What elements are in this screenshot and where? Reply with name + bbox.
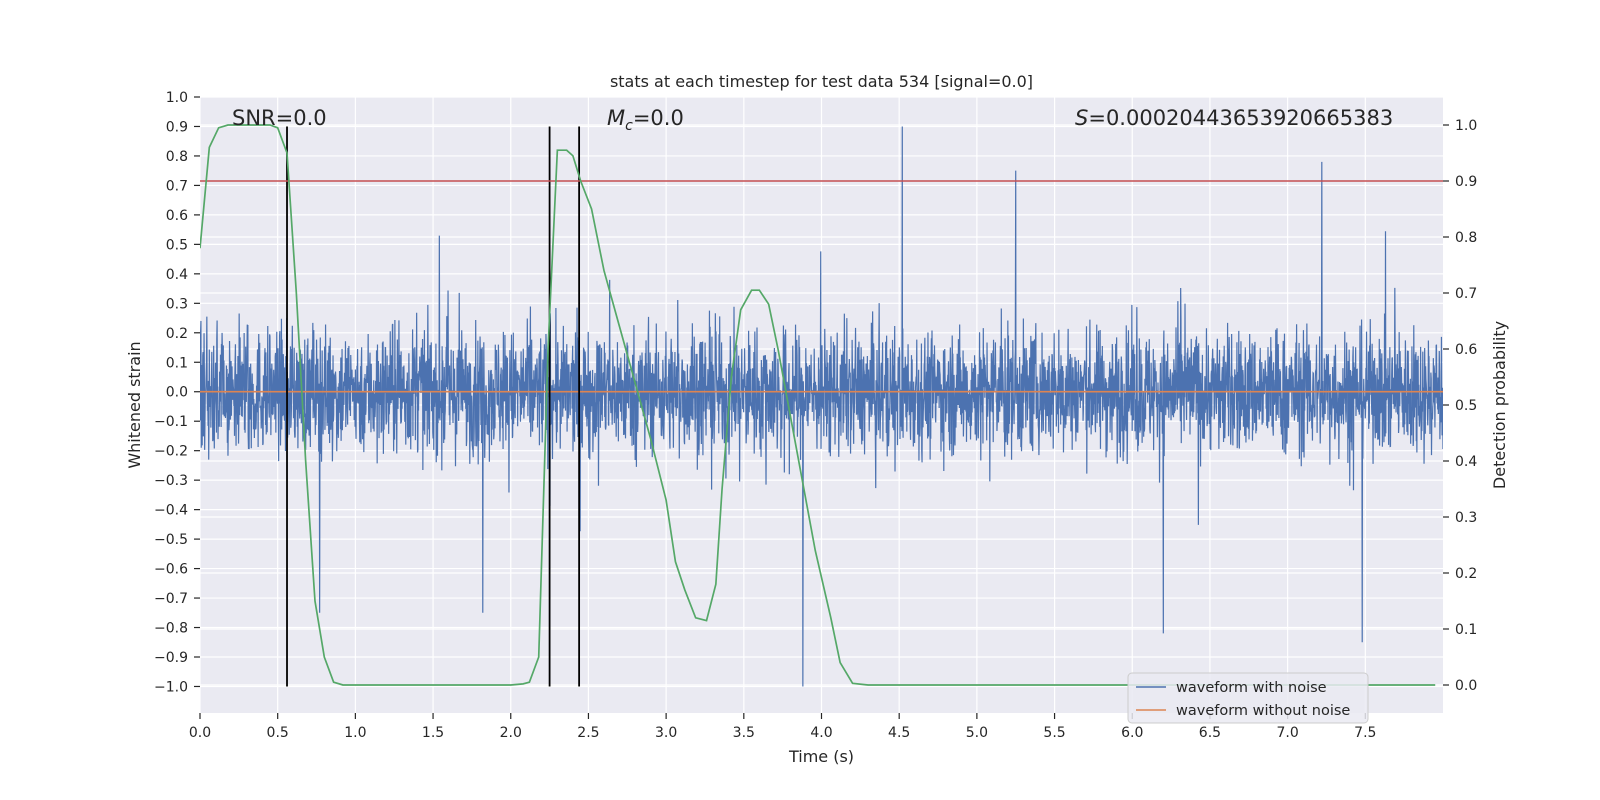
y-left-tick-label-19: −0.9 — [154, 650, 188, 666]
x-tick-label-4: 2.0 — [500, 725, 522, 741]
y-right-tick-label-0: 1.0 — [1455, 118, 1477, 134]
y-left-tick-label-12: −0.2 — [154, 444, 188, 460]
y-right-tick-label-5: 0.5 — [1455, 398, 1477, 414]
x-tick-label-11: 5.5 — [1043, 725, 1065, 741]
x-tick-label-14: 7.0 — [1276, 725, 1298, 741]
y-left-tick-label-5: 0.5 — [166, 237, 188, 253]
annotation-snr: SNR=0.0 — [232, 106, 327, 130]
x-tick-label-2: 1.0 — [344, 725, 366, 741]
legend-label-waveform-with-noise: waveform with noise — [1176, 680, 1327, 696]
y-right-tick-label-7: 0.3 — [1455, 510, 1477, 526]
y-left-tick-label-15: −0.5 — [154, 532, 188, 548]
x-tick-label-6: 3.0 — [655, 725, 677, 741]
vertical-markers — [286, 126, 581, 687]
x-tick-label-13: 6.5 — [1199, 725, 1221, 741]
y-left-tick-label-2: 0.8 — [166, 149, 188, 165]
y-left-axis-label: Whitened strain — [125, 341, 144, 468]
y-left-tick-label-9: 0.1 — [166, 355, 188, 371]
y-left-tick-label-16: −0.6 — [154, 562, 188, 578]
plot-content — [200, 124, 1443, 687]
y-left-tick-label-3: 0.7 — [166, 178, 188, 194]
x-tick-label-3: 1.5 — [422, 725, 444, 741]
annotation-s: S=0.00020443653920665383 — [1075, 106, 1393, 130]
y-right-tick-label-6: 0.4 — [1455, 454, 1477, 470]
legend-label-waveform-without-noise: waveform without noise — [1176, 703, 1350, 719]
x-tick-label-7: 3.5 — [733, 725, 755, 741]
y-left-tick-label-4: 0.6 — [166, 208, 188, 224]
y-left-axis-ticks: 1.0 0.9 0.8 0.7 0.6 0.5 0.4 0.3 0.2 0.1 0.0 −0.1 −0.… — [154, 90, 200, 695]
y-left-tick-label-18: −0.8 — [154, 621, 188, 637]
y-left-tick-label-14: −0.4 — [154, 503, 188, 519]
x-tick-label-9: 4.5 — [888, 725, 910, 741]
y-left-tick-label-8: 0.2 — [166, 326, 188, 342]
y-left-tick-label-10: 0.0 — [166, 385, 188, 401]
annotation-s-value: =0.00020443653920665383 — [1088, 106, 1393, 130]
x-tick-label-1: 0.5 — [267, 725, 289, 741]
x-axis-label: Time (s) — [788, 747, 854, 766]
annotation-s-symbol: S — [1075, 106, 1088, 130]
y-left-tick-label-0: 1.0 — [166, 90, 188, 106]
y-right-tick-label-3: 0.7 — [1455, 286, 1477, 302]
y-left-tick-label-7: 0.3 — [166, 296, 188, 312]
y-left-tick-label-17: −0.7 — [154, 591, 188, 607]
annotation-chirp-mass: Mc=0.0 — [607, 106, 684, 134]
series-waveform-with-noise — [200, 126, 1443, 687]
y-left-tick-label-13: −0.3 — [154, 473, 188, 489]
x-tick-label-12: 6.0 — [1121, 725, 1143, 741]
series-detection-probability — [200, 124, 1436, 686]
legend-box — [1127, 672, 1369, 724]
y-left-tick-label-6: 0.4 — [166, 267, 188, 283]
x-tick-label-5: 2.5 — [577, 725, 599, 741]
x-tick-label-0: 0.0 — [189, 725, 211, 741]
y-left-tick-label-11: −0.1 — [154, 414, 188, 430]
annotation-mc-symbol: M — [607, 106, 625, 130]
x-tick-label-15: 7.5 — [1354, 725, 1376, 741]
y-right-tick-label-2: 0.8 — [1455, 230, 1477, 246]
annotation-mc-value: =0.0 — [633, 106, 684, 130]
annotation-mc-subscript: c — [625, 118, 633, 134]
x-tick-label-10: 5.0 — [966, 725, 988, 741]
y-left-tick-label-20: −1.0 — [154, 679, 188, 695]
y-right-axis-label: Detection probability — [1490, 321, 1509, 489]
x-tick-label-8: 4.0 — [810, 725, 832, 741]
y-right-axis-ticks: 1.0 0.9 0.8 0.7 0.6 0.5 0.4 0.3 0.2 0.1 0.0 — [1443, 118, 1477, 694]
legend: waveform with noise waveform without noi… — [1127, 672, 1369, 724]
y-right-tick-label-4: 0.6 — [1455, 342, 1477, 358]
y-left-tick-label-1: 0.9 — [166, 119, 188, 135]
y-right-tick-label-8: 0.2 — [1455, 566, 1477, 582]
x-axis-ticks: 0.0 0.5 1.0 1.5 2.0 2.5 3.0 3.5 4.0 4.5 5.0 5.5 6.0 6… — [189, 713, 1376, 741]
chart-title: stats at each timestep for test data 534… — [610, 72, 1033, 91]
y-right-tick-label-1: 0.9 — [1455, 174, 1477, 190]
y-right-tick-label-9: 0.1 — [1455, 622, 1477, 638]
y-right-tick-label-10: 0.0 — [1455, 678, 1477, 694]
